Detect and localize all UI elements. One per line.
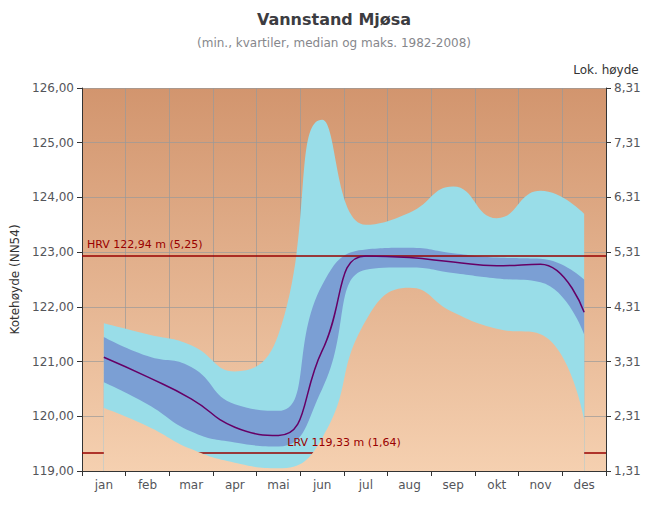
svg-text:Kotehøyde (NN54): Kotehøyde (NN54) (8, 224, 22, 334)
svg-text:119,00: 119,00 (32, 464, 74, 478)
svg-text:122,00: 122,00 (32, 300, 74, 314)
svg-text:sep: sep (443, 478, 464, 492)
svg-text:Vannstand Mjøsa: Vannstand Mjøsa (257, 10, 411, 29)
svg-text:HRV 122,94 m (5,25): HRV 122,94 m (5,25) (87, 238, 203, 251)
svg-text:mar: mar (179, 478, 203, 492)
svg-text:123,00: 123,00 (32, 245, 74, 259)
svg-text:okt: okt (487, 478, 506, 492)
svg-text:jan: jan (94, 478, 113, 492)
svg-text:aug: aug (398, 478, 421, 492)
svg-text:4,31: 4,31 (614, 300, 641, 314)
svg-text:5,31: 5,31 (614, 245, 641, 259)
svg-text:(min., kvartiler, median og ma: (min., kvartiler, median og maks. 1982-2… (197, 36, 471, 50)
svg-text:120,00: 120,00 (32, 409, 74, 423)
svg-text:6,31: 6,31 (614, 190, 641, 204)
svg-text:1,31: 1,31 (614, 464, 641, 478)
svg-text:7,31: 7,31 (614, 136, 641, 150)
svg-text:Lok. høyde: Lok. høyde (573, 63, 638, 77)
svg-text:des: des (574, 478, 595, 492)
svg-text:125,00: 125,00 (32, 136, 74, 150)
svg-text:126,00: 126,00 (32, 81, 74, 95)
svg-text:8,31: 8,31 (614, 81, 641, 95)
svg-text:jun: jun (312, 478, 332, 492)
svg-text:jul: jul (358, 478, 373, 492)
svg-text:LRV 119,33 m (1,64): LRV 119,33 m (1,64) (287, 436, 400, 449)
svg-text:mai: mai (267, 478, 289, 492)
svg-text:feb: feb (138, 478, 157, 492)
svg-text:2,31: 2,31 (614, 409, 641, 423)
svg-text:3,31: 3,31 (614, 355, 641, 369)
svg-text:nov: nov (529, 478, 551, 492)
svg-text:apr: apr (225, 478, 245, 492)
svg-text:124,00: 124,00 (32, 190, 74, 204)
svg-text:121,00: 121,00 (32, 355, 74, 369)
